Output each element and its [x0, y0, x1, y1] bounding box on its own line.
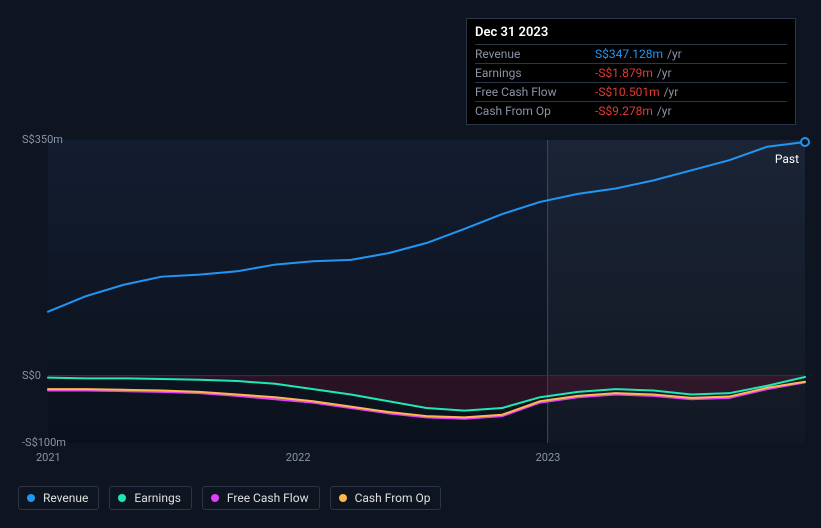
legend-dot-icon — [118, 494, 126, 502]
tooltip-metric-label: Earnings — [475, 66, 595, 80]
legend-item-earnings[interactable]: Earnings — [109, 486, 192, 510]
legend-label: Free Cash Flow — [227, 491, 309, 505]
tooltip-metric-label: Revenue — [475, 47, 595, 61]
tooltip-row: Earnings-S$1.879m/yr — [475, 63, 787, 82]
x-axis-label: 2023 — [536, 451, 561, 464]
legend-item-cfo[interactable]: Cash From Op — [330, 486, 442, 510]
tooltip-date: Dec 31 2023 — [475, 25, 787, 44]
x-axis-label: 2022 — [286, 451, 311, 464]
legend-label: Revenue — [43, 491, 88, 505]
tooltip-metric-value: -S$10.501m — [595, 85, 660, 99]
tooltip-metric-value: -S$9.278m — [595, 104, 653, 118]
tooltip-row: Cash From Op-S$9.278m/yr — [475, 101, 787, 120]
legend-label: Earnings — [134, 491, 181, 505]
legend-dot-icon — [211, 494, 219, 502]
y-axis-label: S$350m — [22, 133, 63, 146]
legend-dot-icon — [27, 494, 35, 502]
tooltip-unit: /yr — [653, 104, 672, 118]
tooltip-unit: /yr — [660, 85, 679, 99]
tooltip-metric-value: S$347.128m — [595, 47, 663, 61]
legend: Revenue Earnings Free Cash Flow Cash From O… — [18, 486, 441, 510]
hover-tooltip: Dec 31 2023 RevenueS$347.128m/yrEarnings… — [466, 18, 796, 125]
financials-chart: Dec 31 2023 RevenueS$347.128m/yrEarnings… — [0, 0, 821, 524]
tooltip-row: Free Cash Flow-S$10.501m/yr — [475, 82, 787, 101]
y-axis-label: S$0 — [22, 369, 41, 382]
tooltip-unit: /yr — [663, 47, 682, 61]
legend-item-revenue[interactable]: Revenue — [18, 486, 99, 510]
legend-label: Cash From Op — [355, 491, 431, 505]
legend-item-fcf[interactable]: Free Cash Flow — [202, 486, 320, 510]
legend-dot-icon — [339, 494, 347, 502]
tooltip-metric-label: Free Cash Flow — [475, 85, 595, 99]
past-label: Past — [775, 152, 799, 166]
x-axis-label: 2021 — [36, 451, 61, 464]
tooltip-metric-label: Cash From Op — [475, 104, 595, 118]
tooltip-row: RevenueS$347.128m/yr — [475, 44, 787, 63]
tooltip-metric-value: -S$1.879m — [595, 66, 653, 80]
y-axis-label: -S$100m — [22, 436, 66, 449]
tooltip-unit: /yr — [653, 66, 672, 80]
